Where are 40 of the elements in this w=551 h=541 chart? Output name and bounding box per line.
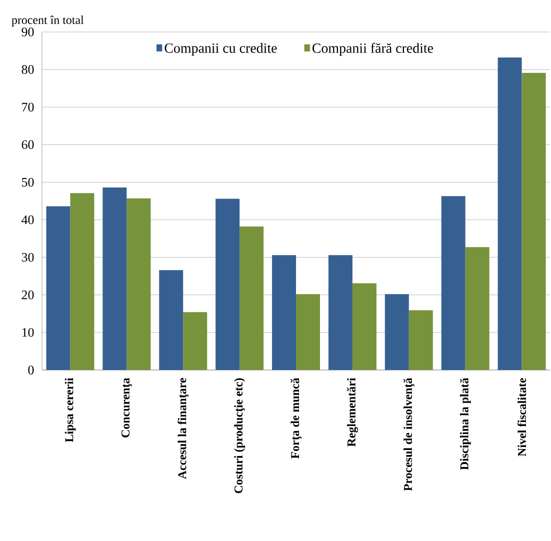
y-axis-title: procent în total [12, 16, 84, 26]
y-tick-label: 20 [22, 290, 34, 300]
y-tick-label: 80 [22, 65, 34, 74]
y-tick-label: 70 [22, 102, 34, 112]
bar [384, 294, 409, 370]
bar [352, 283, 376, 370]
bar [328, 255, 352, 370]
bar [70, 193, 94, 370]
bar [296, 294, 320, 370]
bar [183, 312, 208, 370]
x-tick-label: Costuri (producţie etc) [234, 378, 245, 494]
bar [102, 187, 127, 370]
legend-label: Companii cu credite [164, 43, 277, 56]
x-tick-label: Forţa de muncă [290, 378, 302, 459]
x-tick-label: Disciplina la plată [460, 378, 471, 470]
legend-label: Companii fără credite [312, 42, 434, 56]
bar [498, 58, 522, 370]
x-tick-label: Nivel fiscalitate [518, 378, 526, 456]
y-tick-label: 50 [22, 178, 34, 187]
x-tick-label: Lipsa cererii [64, 378, 76, 442]
bar [159, 270, 184, 370]
bar [408, 310, 433, 370]
y-tick-label: 30 [22, 252, 34, 262]
y-tick-label: 10 [22, 328, 34, 337]
x-tick-label: Procesul de insolvenţă [403, 378, 414, 491]
y-tick-label: 60 [22, 140, 34, 150]
x-tick-label: Accesul la finanţare [178, 378, 189, 480]
bar [465, 247, 490, 370]
bar [126, 198, 151, 370]
y-tick-label: 40 [22, 215, 34, 224]
y-tick-label: 0 [28, 366, 34, 374]
x-tick-label: Reglementări [346, 378, 358, 447]
bar [272, 255, 296, 370]
x-tick-label: Concurenţa [121, 378, 132, 438]
bar [216, 198, 240, 370]
y-tick-label: 90 [22, 28, 34, 36]
bar [522, 72, 546, 370]
bar [441, 196, 466, 370]
bar [240, 226, 264, 370]
bar [46, 206, 70, 370]
